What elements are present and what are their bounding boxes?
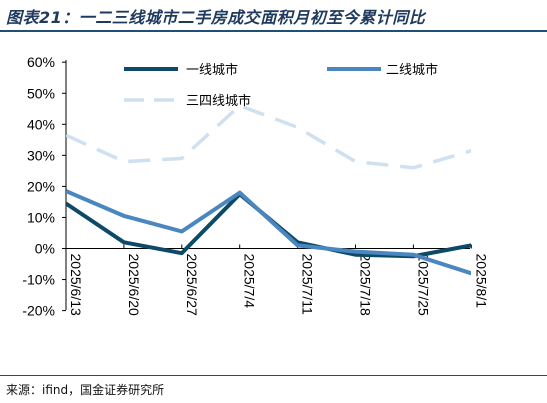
y-tick-label: 50% xyxy=(27,85,55,101)
y-axis: -20% -10% 0% 10% 20% 30% 40% 50% 60% xyxy=(22,54,67,319)
title-rule xyxy=(0,30,547,32)
chart: -20%-10%0%10%20%30%40%50%60% 2025/6/13 20… xyxy=(22,54,489,319)
series-layer xyxy=(66,103,471,276)
chart-title: 图表21：一二三线城市二手房成交面积月初至今累计同比 xyxy=(6,8,426,27)
source-note: 来源：ifind，国金证券研究所 xyxy=(6,383,165,397)
series-line-0 xyxy=(66,192,471,259)
y-tick-label: 60% xyxy=(27,54,55,70)
x-tick-label: 2025/7/4 xyxy=(242,254,258,309)
x-tick-label: 2025/6/27 xyxy=(184,254,200,316)
y-tick-label: -10% xyxy=(22,272,55,288)
legend-label-2: 三四线城市 xyxy=(186,93,251,109)
y-tick-label: 10% xyxy=(27,209,55,225)
y-tick-label: 20% xyxy=(27,178,55,194)
series-line-2 xyxy=(66,103,471,170)
footer-rule xyxy=(0,375,547,376)
x-tick-label: 2025/6/13 xyxy=(68,254,84,316)
legend-label-0: 一线城市 xyxy=(186,62,238,78)
y-tick-label: 40% xyxy=(27,116,55,132)
series-line-1 xyxy=(66,189,471,276)
y-tick-label: 0% xyxy=(35,241,55,257)
x-tick-label: 2025/6/20 xyxy=(126,254,142,316)
x-tick-label: 2025/7/25 xyxy=(415,254,431,316)
legend-label-1: 二线城市 xyxy=(386,62,438,78)
x-tick-label: 2025/7/11 xyxy=(300,254,316,315)
y-tick-label: -20% xyxy=(22,303,55,319)
x-axis: 2025/6/13 2025/6/20 2025/6/27 2025/7/4 2025/… xyxy=(65,244,489,316)
x-tick-label: 2025/7/18 xyxy=(358,254,374,316)
x-tick-label: 2025/8/1 xyxy=(473,254,489,309)
y-tick-label: 30% xyxy=(27,147,55,163)
